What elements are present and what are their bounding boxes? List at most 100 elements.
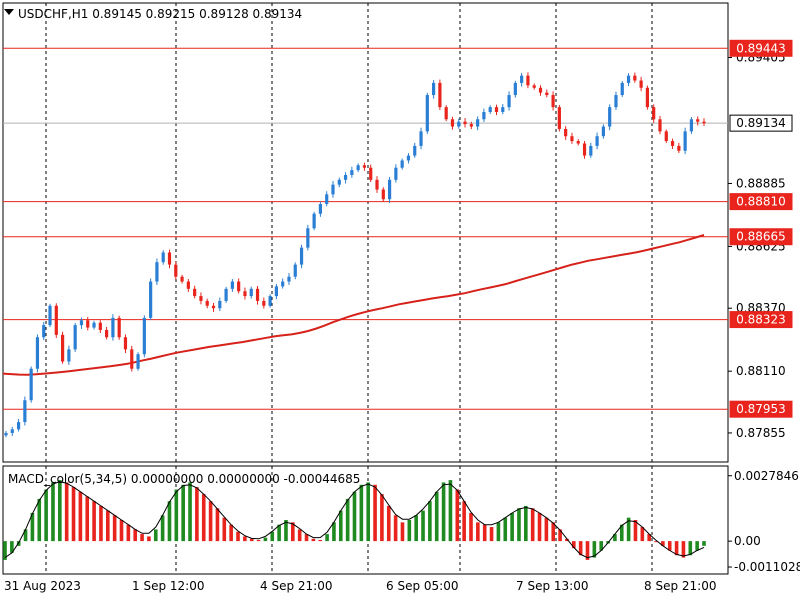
macd-bar	[407, 520, 412, 542]
candle-body	[230, 281, 234, 289]
candle-body	[4, 432, 8, 436]
macd-bar	[256, 539, 261, 542]
candle-body	[79, 320, 84, 326]
macd-bar	[174, 489, 179, 542]
macd-bar	[537, 512, 542, 542]
macd-bar	[599, 541, 604, 551]
candle-body	[343, 174, 348, 180]
macd-bar	[167, 501, 172, 542]
macd-bar	[201, 494, 206, 542]
candle-body	[73, 325, 77, 350]
candle-body	[381, 189, 385, 200]
current-price-tag-label: 0.89134	[736, 116, 786, 130]
macd-bar	[78, 491, 83, 542]
candle-body	[419, 131, 423, 146]
candle-body	[526, 75, 530, 86]
macd-bar	[352, 491, 357, 542]
x-tick-label: 7 Sep 13:00	[516, 579, 588, 593]
candle-body	[438, 82, 442, 108]
candle-body	[268, 296, 272, 306]
candle-body	[287, 276, 291, 282]
macd-bar	[92, 501, 96, 542]
candle-body	[444, 107, 448, 120]
candle-body	[608, 107, 612, 127]
candle-body	[299, 247, 304, 265]
macd-signal-line	[4, 481, 705, 559]
candle-body	[312, 213, 316, 229]
candle-body	[457, 121, 461, 127]
macd-bar	[153, 529, 158, 542]
level-tag-box	[729, 39, 793, 57]
macd-bar	[105, 510, 110, 542]
candle-body	[626, 75, 631, 83]
macd-bar	[386, 505, 391, 542]
macd-bar	[338, 510, 343, 542]
macd-y-tick-label: 0.0027846	[734, 469, 799, 483]
macd-bar	[565, 538, 569, 542]
macd-bar	[421, 510, 425, 542]
macd-bar	[366, 482, 371, 542]
candle-body	[387, 179, 392, 200]
candle-body	[375, 179, 379, 190]
candle-body	[167, 252, 172, 265]
macd-header: MACD_color(5,34,5) 0.00000000 0.00000000…	[8, 472, 360, 486]
macd-y-tick-label: -0.0011028	[734, 560, 800, 574]
candle-body	[350, 170, 354, 175]
dropdown-triangle-icon[interactable]	[4, 9, 14, 15]
macd-bar	[661, 541, 665, 546]
macd-bar	[476, 522, 480, 542]
macd-bar	[263, 537, 268, 542]
macd-bar	[318, 539, 323, 542]
macd-bar	[626, 517, 631, 542]
macd-bar	[112, 515, 117, 542]
macd-bar	[345, 498, 350, 542]
candle-body	[689, 119, 694, 132]
macd-bar	[208, 501, 213, 542]
candle-body	[186, 281, 190, 289]
candle-body	[161, 252, 165, 263]
candle-body	[281, 281, 285, 287]
candle-body	[123, 337, 128, 350]
candle-body	[614, 95, 618, 108]
candle-body	[670, 141, 675, 146]
macd-bar	[325, 534, 329, 542]
level-tag-box	[729, 311, 793, 329]
candle-body	[677, 145, 681, 151]
candle-body	[400, 160, 404, 168]
candle-body	[639, 80, 643, 88]
candle-body	[337, 179, 341, 185]
candle-body	[432, 82, 436, 96]
candle-body	[507, 95, 511, 108]
candle-body	[105, 329, 109, 338]
y-tick-label: 0.88885	[736, 176, 786, 190]
macd-bar	[585, 541, 590, 560]
macd-bar	[37, 498, 42, 542]
candle-body	[570, 136, 574, 142]
macd-bar	[544, 517, 549, 542]
candle-body	[54, 305, 58, 335]
candle-body	[237, 281, 241, 292]
candle-body	[23, 400, 27, 423]
candle-body	[513, 82, 517, 96]
candle-body	[362, 165, 367, 168]
level-tag-label: 0.88665	[736, 230, 786, 244]
candle-body	[218, 300, 222, 309]
macd-bar	[489, 527, 494, 542]
level-tag-label: 0.88323	[736, 313, 786, 327]
candle-body	[42, 325, 46, 338]
level-tag-label: 0.89443	[736, 41, 786, 55]
macd-bar	[85, 496, 90, 542]
level-tag-label: 0.87953	[736, 402, 786, 416]
candle-body	[356, 165, 360, 171]
macd-bar	[270, 531, 275, 542]
candle-body	[142, 317, 146, 355]
candle-body	[48, 305, 52, 326]
macd-bar	[380, 494, 384, 542]
macd-bar	[640, 527, 645, 542]
candle-body	[180, 276, 184, 282]
candle-body	[406, 155, 411, 161]
current-price-tag-box	[729, 114, 793, 132]
candle-body	[532, 85, 536, 88]
candle-body	[243, 291, 247, 297]
